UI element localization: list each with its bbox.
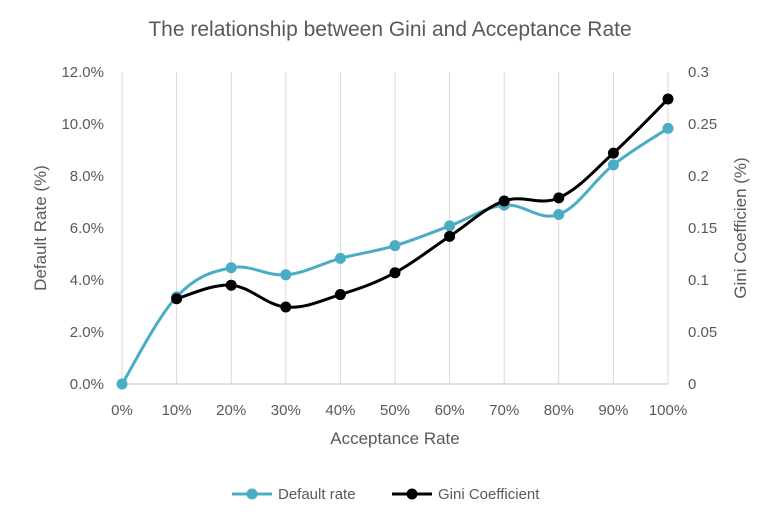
series-point-1	[280, 269, 292, 281]
legend-label: Gini Coefficient	[438, 486, 540, 503]
y-tick-label: 0.0%	[70, 376, 104, 393]
y-tick-label: 8.0%	[70, 168, 104, 185]
y2-tick-label: 0.1	[688, 272, 709, 289]
x-tick-label: 90%	[598, 402, 628, 419]
y2-tick-label: 0.05	[688, 324, 717, 341]
y-tick-label: 10.0%	[61, 116, 104, 133]
series-point-2	[334, 289, 346, 301]
series-point-2	[225, 279, 237, 291]
x-tick-label: 60%	[435, 402, 465, 419]
series-line-2	[176, 97, 670, 309]
series-point-1	[607, 159, 619, 171]
y-tick-label: 6.0%	[70, 220, 104, 237]
legend-marker	[246, 488, 258, 500]
series-point-2	[171, 293, 183, 305]
x-tick-label: 20%	[216, 402, 246, 419]
x-tick-label: 70%	[489, 402, 519, 419]
series-point-1	[334, 252, 346, 264]
series-point-2	[280, 301, 292, 313]
series-point-1	[389, 240, 401, 252]
y-axis-title: Default Rate (%)	[31, 165, 50, 291]
legend-marker	[406, 488, 418, 500]
x-tick-label: 10%	[162, 402, 192, 419]
y2-tick-label: 0.2	[688, 168, 709, 185]
y2-tick-label: 0.15	[688, 220, 717, 237]
x-tick-label: 0%	[111, 402, 133, 419]
series-point-1	[116, 378, 128, 390]
series-point-2	[389, 267, 401, 279]
x-axis-title: Acceptance Rate	[330, 429, 459, 448]
x-tick-label: 100%	[649, 402, 687, 419]
y2-tick-label: 0	[688, 376, 696, 393]
x-tick-label: 80%	[544, 402, 574, 419]
y-tick-label: 4.0%	[70, 272, 104, 289]
x-tick-label: 40%	[325, 402, 355, 419]
series-point-2	[444, 230, 456, 242]
series-point-2	[607, 147, 619, 159]
y2-tick-label: 0.25	[688, 116, 717, 133]
chart-title: The relationship between Gini and Accept…	[148, 18, 632, 41]
series-point-2	[553, 192, 565, 204]
x-tick-label: 30%	[271, 402, 301, 419]
series-point-1	[553, 208, 565, 220]
y-tick-label: 2.0%	[70, 324, 104, 341]
series-point-1	[225, 262, 237, 274]
y2-tick-label: 0.3	[688, 64, 709, 81]
series-point-2	[498, 195, 510, 207]
series-point-2	[662, 93, 674, 105]
y2-axis-title: Gini Coefficien (%)	[731, 157, 750, 298]
legend-label: Default rate	[278, 486, 356, 503]
series-point-1	[444, 220, 456, 232]
series-point-1	[662, 122, 674, 134]
y-tick-label: 12.0%	[61, 64, 104, 81]
x-tick-label: 50%	[380, 402, 410, 419]
